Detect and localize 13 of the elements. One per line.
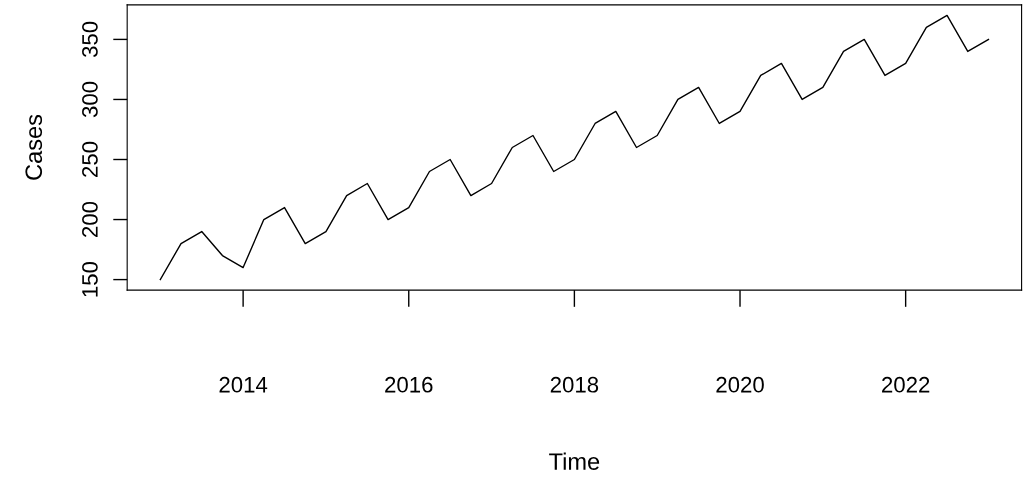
y-tick-label: 300 — [82, 81, 98, 118]
y-tick-label: 150 — [82, 261, 98, 297]
x-tick-label: 2022 — [882, 376, 930, 393]
y-tick-label: 200 — [82, 201, 98, 237]
x-tick-label: 2018 — [550, 376, 599, 393]
line-series — [159, 14, 990, 281]
x-tick-label: 2014 — [219, 376, 268, 393]
x-tick-label: 2016 — [385, 376, 433, 393]
x-axis-title: Time — [549, 452, 600, 470]
y-axis-title: Cases — [25, 114, 43, 180]
y-tick-label: 350 — [82, 21, 98, 58]
y-tick-label: 250 — [82, 141, 98, 177]
x-tick-label: 2020 — [716, 376, 764, 393]
